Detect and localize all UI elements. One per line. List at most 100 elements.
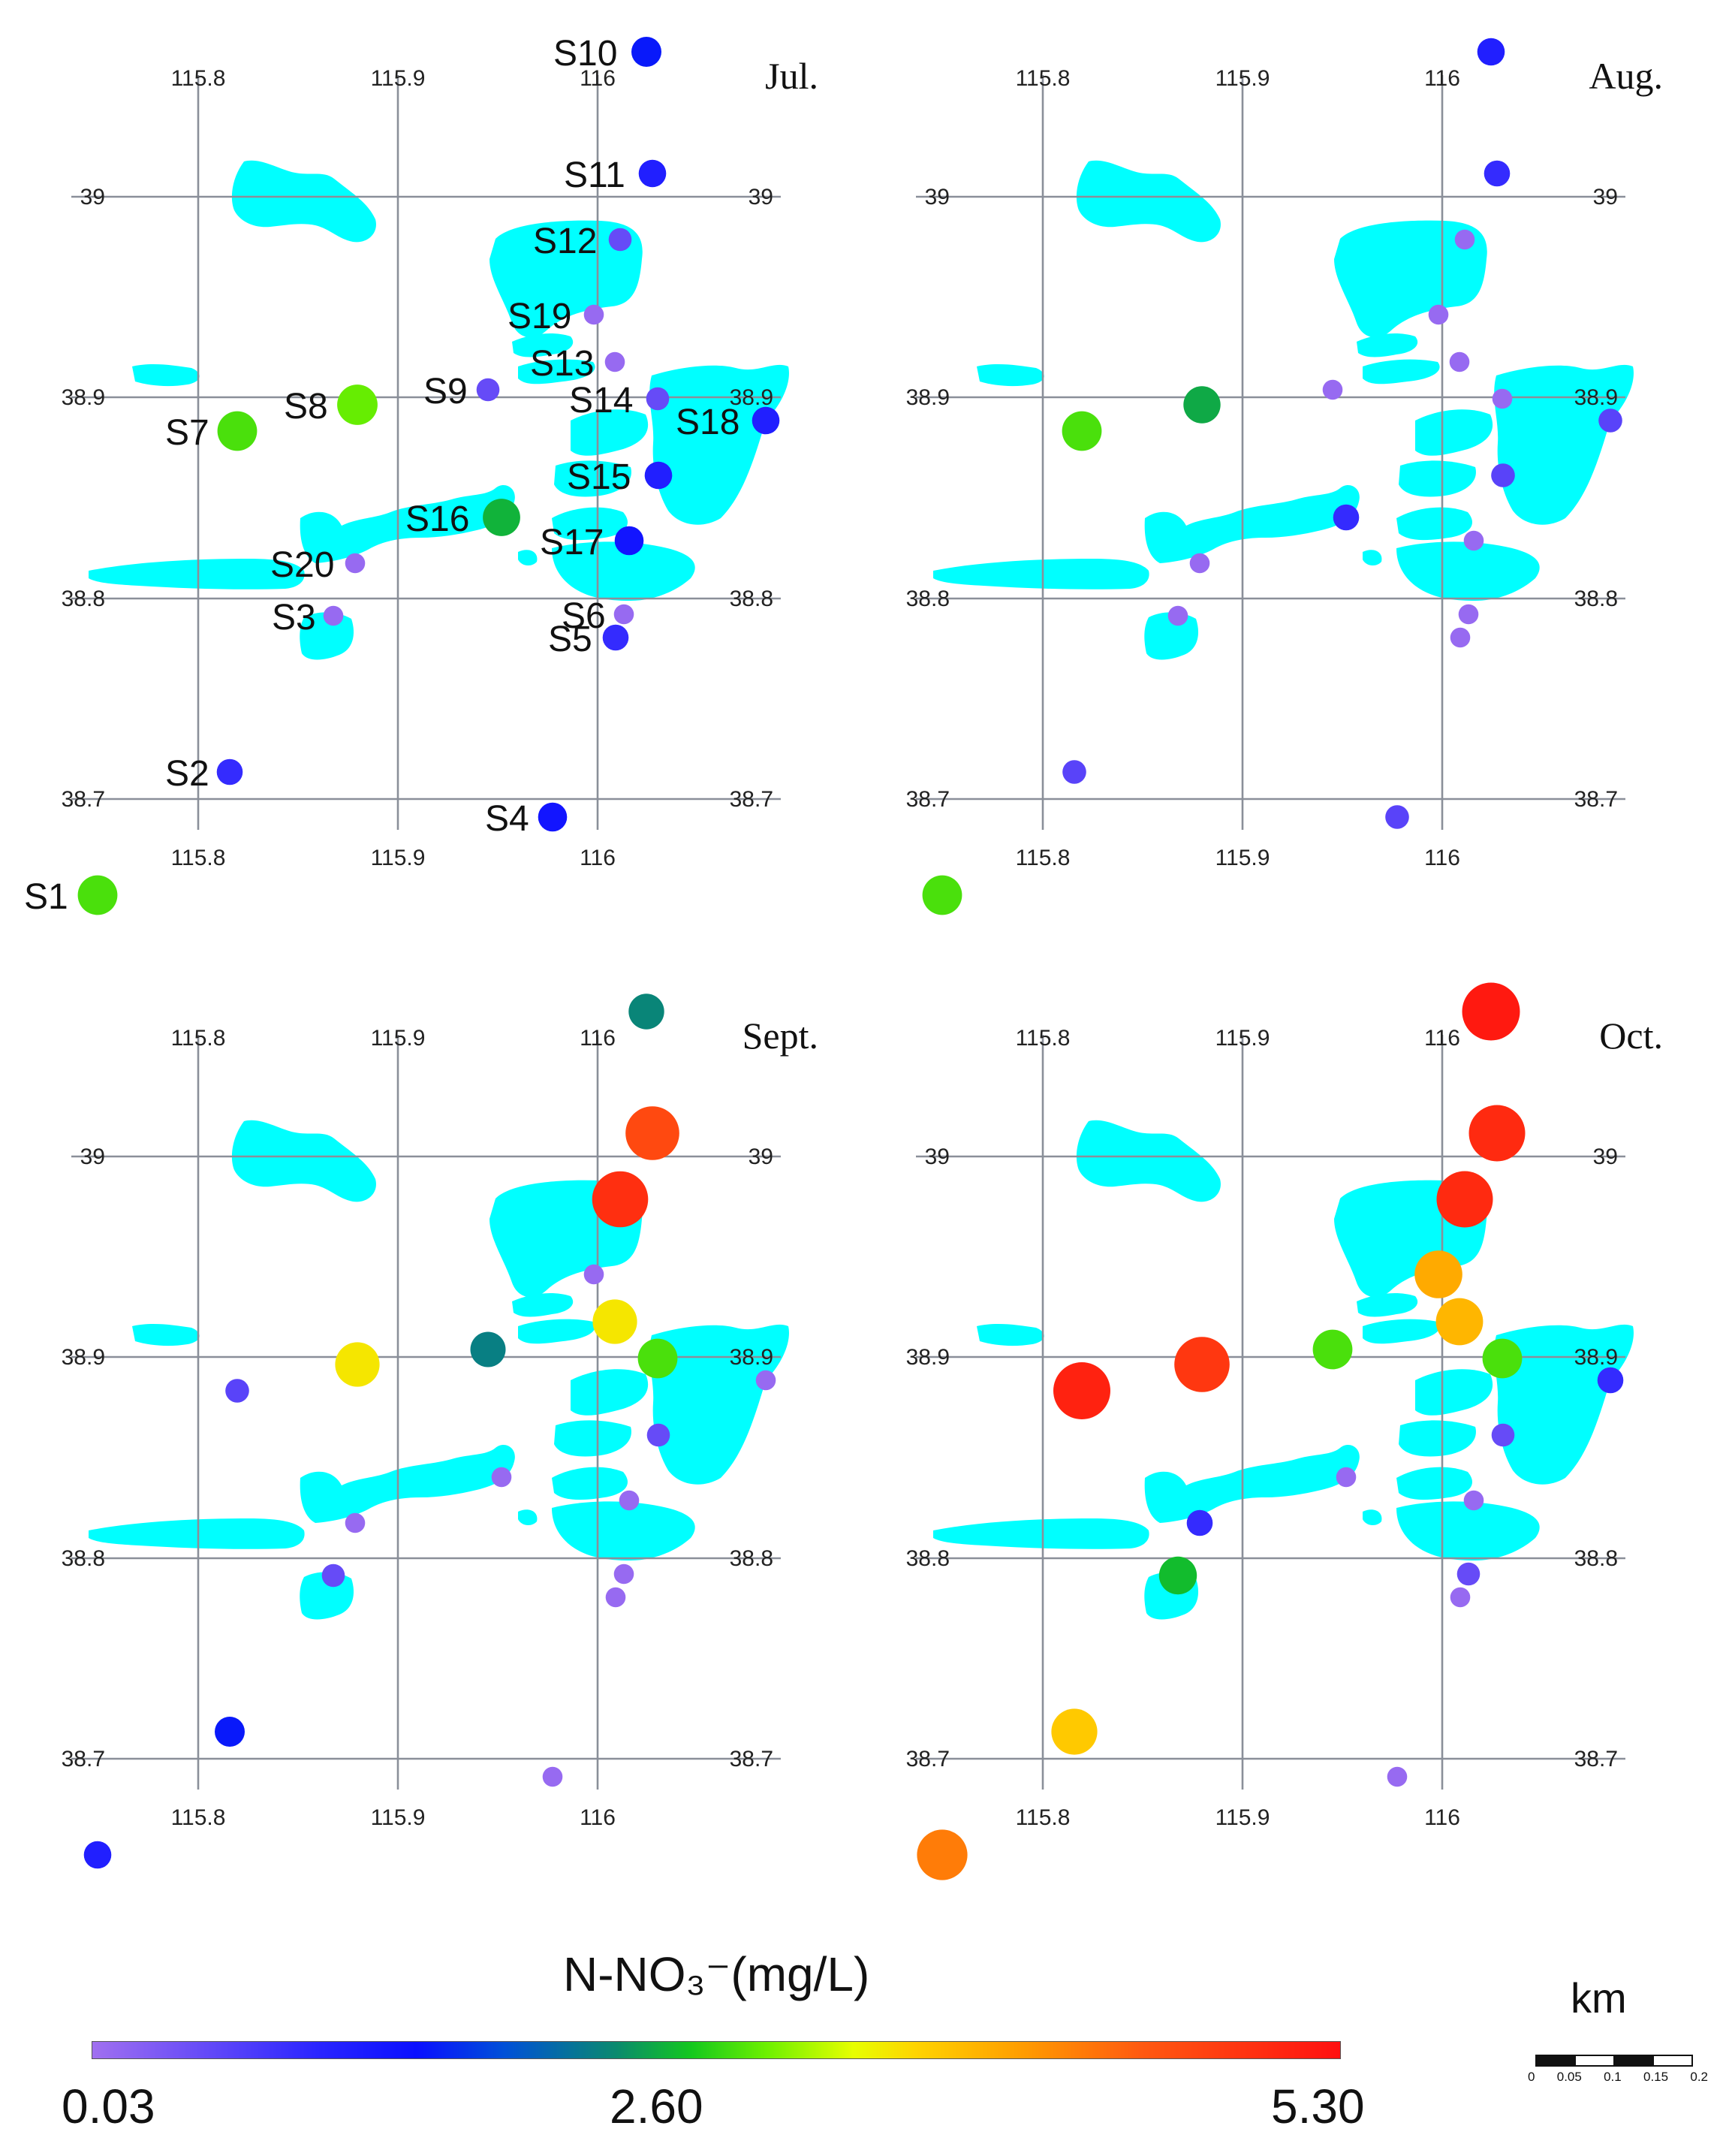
site-marker-s5 xyxy=(602,624,629,651)
water-body xyxy=(977,363,1044,387)
latitude-tick-label: 38.7 xyxy=(1574,1747,1618,1772)
water-body xyxy=(1415,1369,1493,1416)
site-marker-s20 xyxy=(345,553,366,574)
water-body xyxy=(1334,220,1487,338)
water-body xyxy=(552,507,628,541)
site-label-s12: S12 xyxy=(533,222,597,261)
site-marker-s18 xyxy=(1598,409,1622,433)
site-marker-s16 xyxy=(1333,504,1360,531)
site-marker-s4 xyxy=(542,1766,563,1787)
scale-tick-2: 0.1 xyxy=(1604,2070,1622,2084)
site-label-s16: S16 xyxy=(405,499,469,539)
site-label-s18: S18 xyxy=(676,403,740,442)
latitude-tick-label: 39 xyxy=(749,185,773,210)
latitude-tick-label: 38.9 xyxy=(62,385,105,410)
water-body xyxy=(132,1323,200,1346)
site-marker-s1 xyxy=(77,875,118,915)
water-body xyxy=(1399,460,1476,497)
site-marker-s19 xyxy=(583,1264,604,1285)
longitude-tick-label: 115.9 xyxy=(1215,66,1270,91)
site-marker-s18 xyxy=(752,406,780,435)
site-marker-s3 xyxy=(1158,1556,1197,1595)
longitude-tick-label: 116 xyxy=(580,1026,616,1051)
site-label-s20: S20 xyxy=(270,545,334,585)
water-body xyxy=(231,1120,376,1202)
site-marker-s6 xyxy=(1458,604,1479,625)
site-marker-s9 xyxy=(1322,379,1343,400)
water-body xyxy=(1396,1467,1472,1500)
site-marker-s10 xyxy=(1477,38,1505,66)
site-marker-s11 xyxy=(1484,160,1511,187)
site-marker-s11 xyxy=(638,159,667,188)
water-body xyxy=(512,1293,574,1317)
latitude-tick-label: 38.9 xyxy=(730,385,773,410)
site-marker-s19 xyxy=(583,304,604,325)
site-label-s7: S7 xyxy=(165,413,209,453)
water-body xyxy=(552,1467,628,1500)
water-body xyxy=(1396,541,1540,601)
site-marker-s18 xyxy=(755,1370,776,1391)
latitude-tick-label: 38.9 xyxy=(1574,1345,1618,1370)
latitude-tick-label: 38.9 xyxy=(906,1345,950,1370)
longitude-tick-label: 115.8 xyxy=(1016,1026,1071,1051)
site-marker-s8 xyxy=(337,384,378,425)
water-body xyxy=(1357,333,1418,357)
water-body xyxy=(489,220,643,338)
water-body xyxy=(1144,485,1360,563)
water-body xyxy=(933,559,1149,590)
water-body xyxy=(571,409,649,456)
site-marker-s6 xyxy=(613,1563,634,1585)
latitude-tick-label: 38.8 xyxy=(62,586,105,611)
water-body xyxy=(1363,1319,1440,1344)
latitude-tick-label: 38.8 xyxy=(730,1546,773,1571)
water-body xyxy=(1494,364,1634,525)
site-marker-s11 xyxy=(1468,1105,1526,1162)
site-marker-s11 xyxy=(625,1106,679,1160)
site-marker-s13 xyxy=(1449,351,1470,372)
latitude-tick-label: 38.9 xyxy=(1574,385,1618,410)
latitude-tick-label: 38.7 xyxy=(1574,787,1618,812)
water-body xyxy=(512,333,574,357)
site-marker-s8 xyxy=(1174,1337,1230,1392)
site-marker-s9 xyxy=(470,1331,506,1367)
site-marker-s5 xyxy=(1450,1587,1471,1608)
site-marker-s3 xyxy=(1167,605,1188,626)
scale-tick-1: 0.05 xyxy=(1556,2070,1582,2084)
site-label-s6: S6 xyxy=(562,596,606,636)
water-body xyxy=(300,612,354,660)
site-label-s9: S9 xyxy=(423,372,468,412)
site-label-s1: S1 xyxy=(24,877,68,917)
water-body xyxy=(1363,550,1382,566)
site-marker-s13 xyxy=(1435,1298,1484,1346)
site-marker-s20 xyxy=(345,1512,366,1533)
site-marker-s3 xyxy=(323,605,344,626)
site-marker-s1 xyxy=(917,1829,968,1880)
longitude-tick-label: 115.8 xyxy=(1016,846,1071,870)
site-label-s15: S15 xyxy=(567,457,631,497)
longitude-tick-label: 115.9 xyxy=(371,846,426,870)
water-body xyxy=(518,359,595,384)
site-marker-s19 xyxy=(1414,1250,1462,1298)
site-label-s13: S13 xyxy=(530,344,594,384)
site-marker-s15 xyxy=(646,1423,670,1447)
water-body xyxy=(300,1445,515,1523)
site-marker-s8 xyxy=(335,1342,380,1387)
water-body xyxy=(1076,160,1221,243)
site-marker-s12 xyxy=(1436,1171,1493,1228)
water-body xyxy=(1396,507,1472,541)
latitude-tick-label: 38.7 xyxy=(730,787,773,812)
longitude-tick-label: 116 xyxy=(1424,846,1460,870)
latitude-tick-label: 39 xyxy=(80,1144,105,1169)
water-body xyxy=(1396,1501,1540,1560)
water-body xyxy=(132,363,200,387)
site-marker-s15 xyxy=(1491,1423,1515,1447)
site-marker-s1 xyxy=(922,875,962,915)
latitude-tick-label: 38.8 xyxy=(906,1546,950,1571)
site-marker-s1 xyxy=(83,1841,112,1869)
site-marker-s17 xyxy=(1463,530,1484,551)
latitude-tick-label: 38.7 xyxy=(62,787,105,812)
latitude-tick-label: 38.8 xyxy=(906,586,950,611)
month-label: Oct. xyxy=(1599,1015,1663,1057)
latitude-tick-label: 38.8 xyxy=(1574,1546,1618,1571)
longitude-tick-label: 116 xyxy=(580,66,616,91)
